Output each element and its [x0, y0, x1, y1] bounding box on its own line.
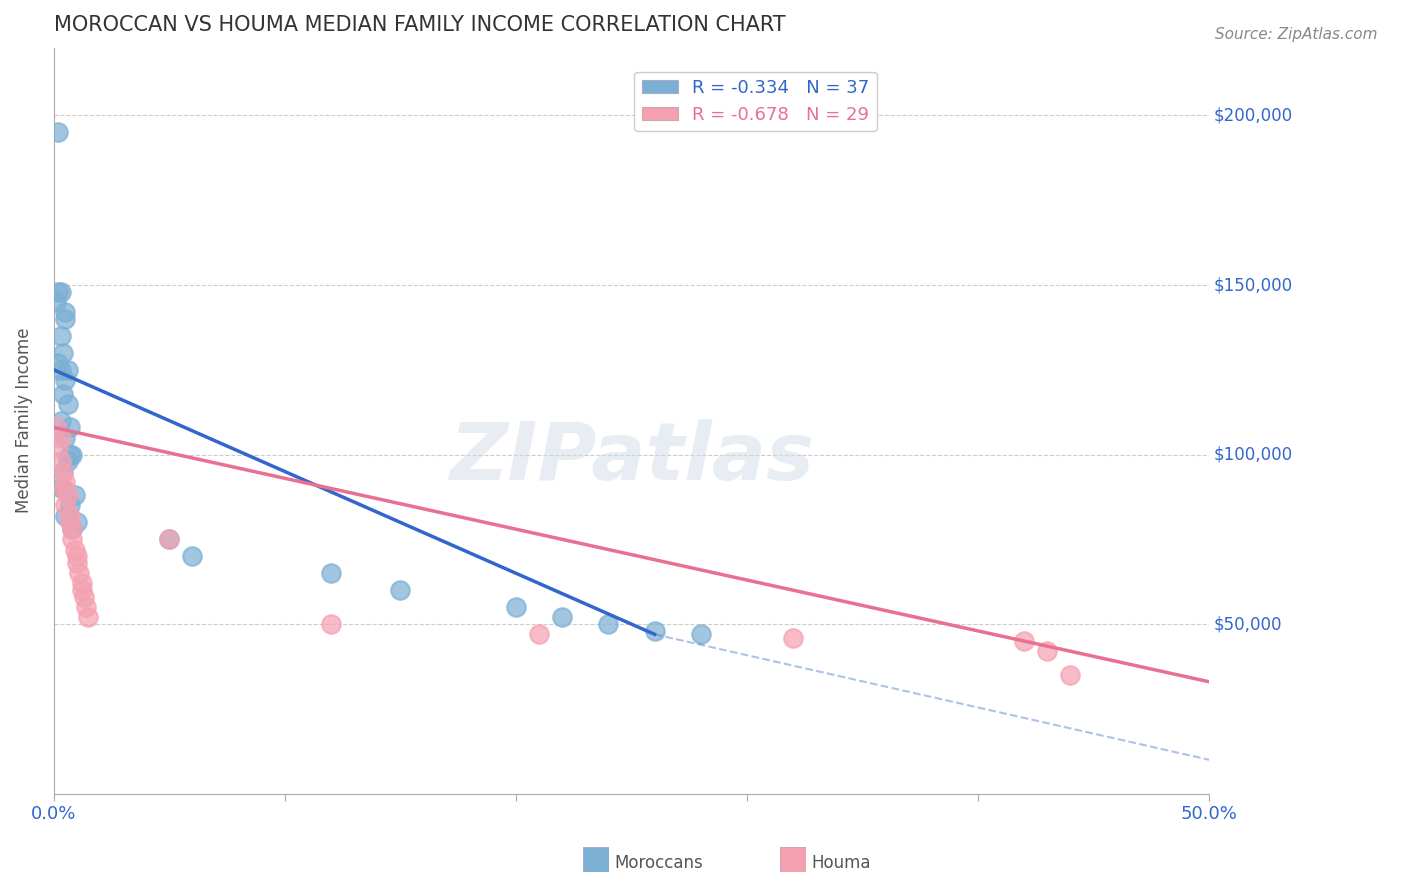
Point [70, 576, 93, 591]
Point [49, 414, 72, 428]
Text: ZIPatlas: ZIPatlas [449, 419, 814, 497]
Point [67, 566, 90, 581]
Point [59, 420, 82, 434]
Point [60, 448, 83, 462]
Point [55, 499, 77, 513]
Point [59, 499, 82, 513]
Point [52, 482, 75, 496]
Y-axis label: Median Family Income: Median Family Income [15, 328, 32, 514]
Point [55, 475, 77, 489]
Point [73, 590, 96, 604]
Point [66, 549, 89, 564]
Point [56, 454, 79, 468]
Point [70, 583, 93, 598]
Point [55, 431, 77, 445]
Point [52, 482, 75, 496]
Point [49, 431, 72, 445]
Point [598, 617, 620, 632]
Text: Houma: Houma [811, 854, 870, 871]
Point [55, 508, 77, 523]
Point [52, 465, 75, 479]
Point [59, 516, 82, 530]
Point [157, 533, 180, 547]
Point [77, 610, 100, 624]
Point [782, 631, 804, 645]
Point [689, 627, 711, 641]
Text: $100,000: $100,000 [1213, 446, 1294, 464]
Point [48, 356, 70, 370]
Point [60, 533, 83, 547]
Point [48, 125, 70, 139]
Text: MOROCCAN VS HOUMA MEDIAN FAMILY INCOME CORRELATION CHART: MOROCCAN VS HOUMA MEDIAN FAMILY INCOME C… [53, 15, 786, 35]
Point [157, 533, 180, 547]
Point [66, 516, 89, 530]
Point [49, 363, 72, 377]
Point [45, 420, 67, 434]
Point [1036, 644, 1059, 658]
Point [56, 363, 79, 377]
Point [52, 386, 75, 401]
Point [49, 482, 72, 496]
Text: $200,000: $200,000 [1213, 106, 1294, 125]
Point [59, 448, 82, 462]
Text: Moroccans: Moroccans [614, 854, 703, 871]
Point [319, 617, 342, 632]
Point [319, 566, 342, 581]
Text: $150,000: $150,000 [1213, 276, 1294, 294]
Point [505, 600, 527, 615]
Point [66, 556, 89, 570]
Point [49, 454, 72, 468]
Point [52, 465, 75, 479]
Point [63, 542, 86, 557]
Point [49, 285, 72, 299]
Text: Source: ZipAtlas.com: Source: ZipAtlas.com [1215, 27, 1378, 42]
Point [1012, 634, 1035, 648]
Point [55, 312, 77, 326]
Point [48, 441, 70, 455]
Point [527, 627, 550, 641]
Point [1059, 668, 1081, 682]
Point [49, 329, 72, 343]
Point [389, 583, 412, 598]
Text: $50,000: $50,000 [1213, 615, 1282, 633]
Point [644, 624, 666, 638]
Point [48, 285, 70, 299]
Point [181, 549, 204, 564]
Point [60, 522, 83, 536]
Point [551, 610, 574, 624]
Point [56, 397, 79, 411]
Point [59, 508, 82, 523]
Point [75, 600, 97, 615]
Point [63, 488, 86, 502]
Point [56, 488, 79, 502]
Point [55, 305, 77, 319]
Point [55, 373, 77, 387]
Point [45, 295, 67, 310]
Point [60, 522, 83, 536]
Legend: R = -0.334   N = 37, R = -0.678   N = 29: R = -0.334 N = 37, R = -0.678 N = 29 [634, 71, 876, 131]
Point [52, 346, 75, 360]
